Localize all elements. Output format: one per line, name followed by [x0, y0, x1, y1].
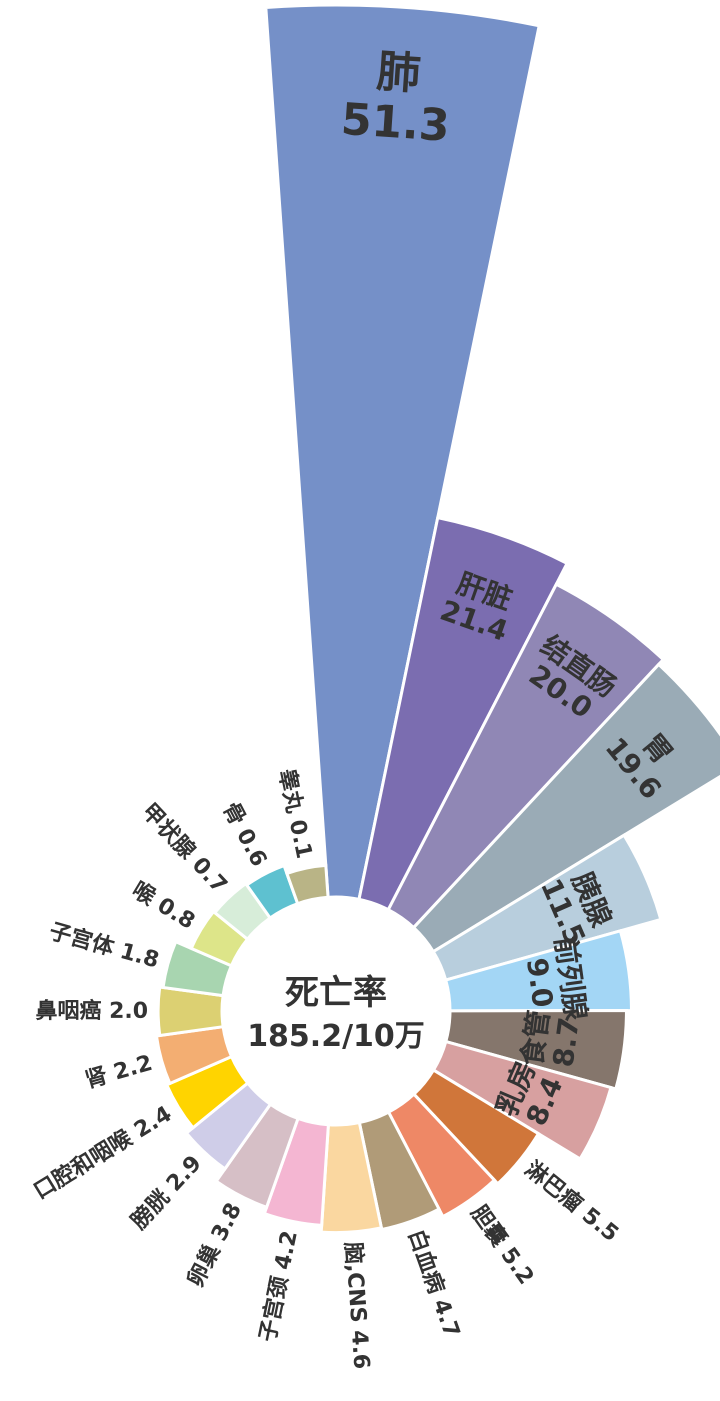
label-14: 膀胱 2.9	[126, 1150, 207, 1234]
wedge-12	[262, 1116, 330, 1227]
label-17: 鼻咽癌 2.0	[35, 998, 148, 1024]
label-group-0: 肺51.3	[340, 46, 452, 152]
wedge-7	[431, 1039, 613, 1161]
wedge-20	[212, 881, 273, 942]
wedge-8	[411, 1068, 541, 1186]
wedge-15	[164, 1054, 250, 1130]
label-18: 子宫体 1.8	[46, 918, 161, 973]
label-16: 肾 2.2	[82, 1051, 155, 1094]
wedge-5	[443, 928, 633, 1013]
wedge-0	[264, 3, 541, 902]
wedge-2	[386, 582, 666, 930]
label-group-6: 食管8.7	[515, 1008, 586, 1069]
label-value-0: 51.3	[340, 94, 452, 152]
label-name-0: 肺	[375, 46, 422, 100]
wedges-group	[154, 3, 720, 1235]
label-13: 卵巢 3.8	[182, 1199, 247, 1291]
center-label: 死亡率	[285, 973, 387, 1013]
center-value: 185.2/10万	[247, 1019, 425, 1054]
label-name-6: 食管	[515, 1008, 555, 1068]
wedge-14	[184, 1080, 273, 1171]
wedge-3	[411, 662, 720, 954]
wedge-13	[214, 1102, 300, 1210]
wedge-18	[161, 939, 234, 998]
label-8: 淋巴瘤 5.5	[520, 1156, 624, 1247]
wedge-9	[386, 1092, 497, 1219]
wedge-11	[319, 1120, 384, 1235]
wedge-21	[244, 863, 300, 921]
label-11: 脑,CNS 4.6	[340, 1241, 375, 1370]
wedge-19	[189, 909, 250, 968]
wedge-22	[284, 863, 330, 906]
wedge-10	[357, 1110, 442, 1232]
label-22: 睾丸 0.1	[273, 767, 317, 861]
wedge-1	[357, 515, 570, 912]
wedge-6	[443, 1009, 628, 1091]
label-10: 白血病 4.7	[403, 1226, 465, 1341]
label-value-5: 9.0	[520, 956, 560, 1010]
label-12: 子宫颈 4.2	[255, 1229, 303, 1345]
label-21: 骨 0.6	[217, 798, 271, 870]
wedge-16	[154, 1024, 234, 1086]
wedge-17	[156, 985, 225, 1038]
center-hole	[224, 899, 448, 1123]
label-19: 喉 0.8	[127, 877, 199, 935]
label-9: 胆囊 5.2	[465, 1200, 539, 1289]
wedge-4	[431, 833, 663, 982]
label-value-6: 8.7	[546, 1015, 585, 1069]
